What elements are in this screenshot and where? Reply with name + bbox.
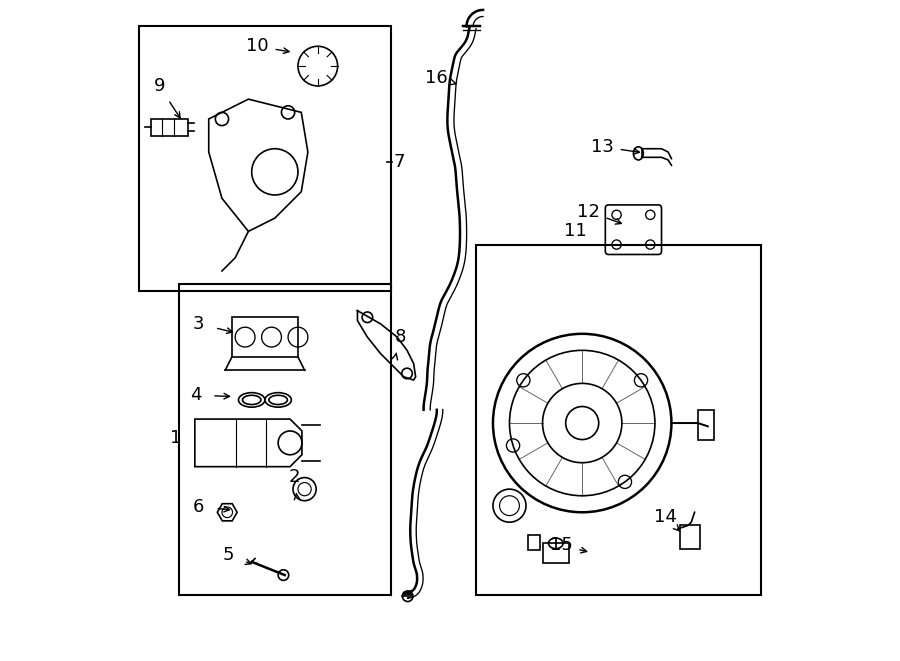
Text: 15: 15 <box>550 536 572 555</box>
Bar <box>179 284 391 595</box>
Bar <box>680 525 700 549</box>
Text: 11: 11 <box>564 222 587 241</box>
Text: 2: 2 <box>289 468 301 486</box>
Text: 1: 1 <box>170 428 182 447</box>
Text: 3: 3 <box>194 315 204 333</box>
Bar <box>698 410 715 440</box>
Bar <box>543 543 569 563</box>
Text: 4: 4 <box>190 386 202 405</box>
Text: 16: 16 <box>426 69 448 87</box>
Text: 8: 8 <box>395 328 406 346</box>
Text: 7: 7 <box>393 153 405 171</box>
Text: 12: 12 <box>578 202 600 221</box>
Bar <box>528 535 540 550</box>
Text: 14: 14 <box>654 508 677 526</box>
Bar <box>476 245 760 595</box>
Text: 6: 6 <box>194 498 204 516</box>
Text: 10: 10 <box>246 37 268 56</box>
Text: 9: 9 <box>153 77 165 95</box>
Text: 5: 5 <box>223 546 234 564</box>
Bar <box>140 26 391 291</box>
Bar <box>232 317 298 357</box>
Text: 13: 13 <box>590 137 614 156</box>
Bar <box>151 119 187 136</box>
